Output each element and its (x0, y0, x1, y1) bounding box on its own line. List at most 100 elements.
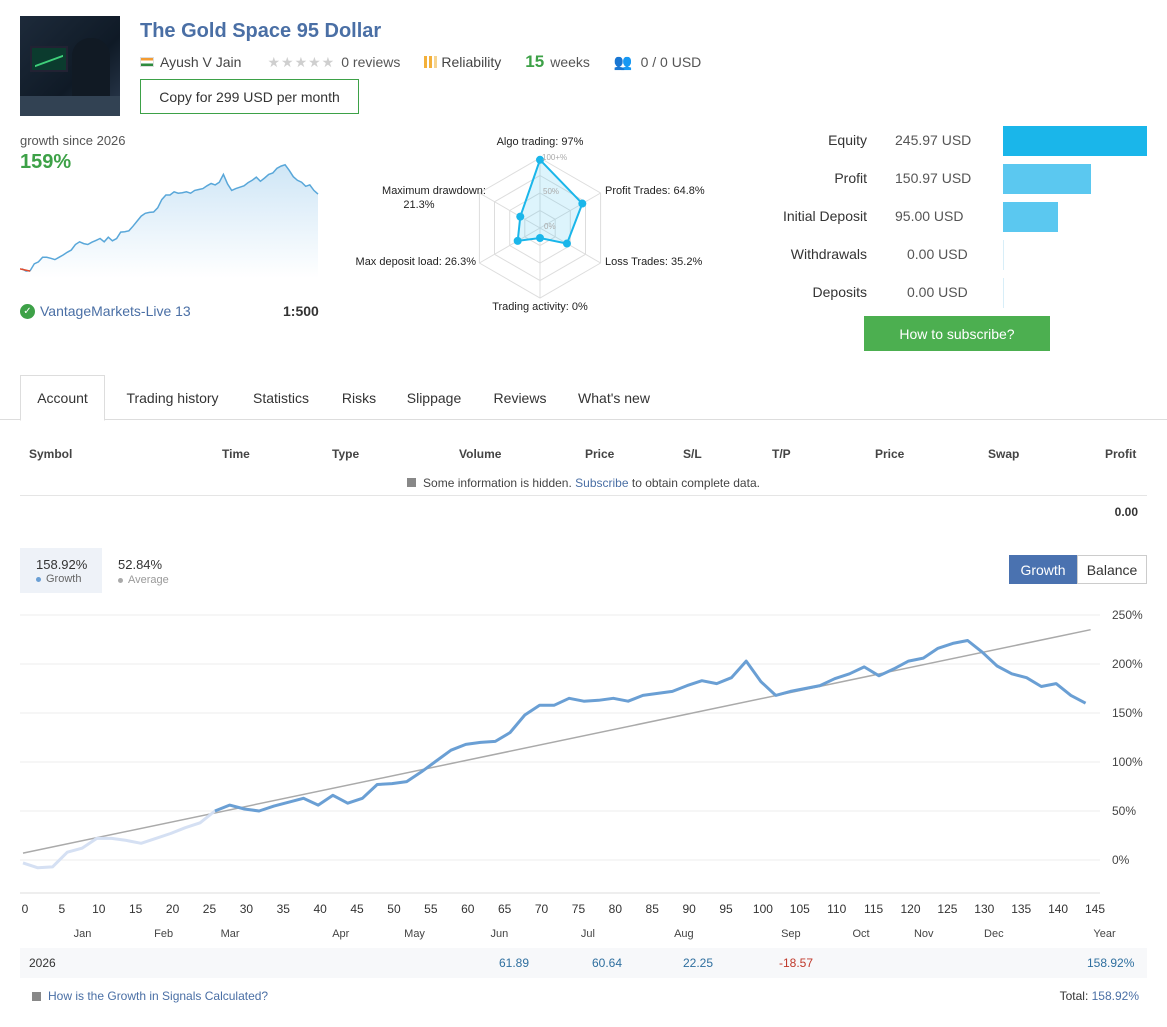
tab-whats-new[interactable]: What's new (578, 389, 650, 406)
month-sep-value: -18.57 (779, 956, 814, 970)
total-value: 158.92% (1091, 989, 1139, 1003)
growth-calculation-link[interactable]: How is the Growth in Signals Calculated? (32, 989, 268, 1003)
x-tick-label: 75 (572, 902, 586, 916)
year-label: 2026 (29, 956, 56, 970)
radar-point (536, 234, 544, 242)
reliability-label: Reliability (441, 54, 502, 70)
x-tick-label: 120 (901, 902, 921, 916)
column-profit: Profit (1105, 447, 1137, 461)
tab-risks[interactable]: Risks (341, 389, 377, 406)
legend-growth[interactable]: 158.92% Growth (20, 548, 102, 593)
radar-label-activity: Trading activity: 0% (492, 301, 588, 313)
legend-growth-sub: Growth (36, 573, 81, 585)
x-tick-label: 110 (827, 902, 846, 916)
stat-value-initial-deposit: 95.00 USD (895, 208, 964, 224)
x-tick-label: 95 (719, 902, 733, 916)
month-label: Jan (74, 928, 92, 940)
tab-reviews[interactable]: Reviews (493, 389, 547, 406)
x-tick-label: 60 (461, 902, 475, 916)
radar-shape (516, 157, 584, 245)
stat-bar-withdrawals (1003, 240, 1004, 270)
legend-growth-label: Growth (46, 573, 82, 585)
author-name[interactable]: Ayush V Jain (160, 54, 242, 70)
radar-point (578, 199, 587, 208)
x-tick-label: 25 (203, 902, 217, 916)
leverage: 1:500 (283, 303, 319, 319)
month-label: Sep (781, 928, 801, 940)
growth-dot-icon (36, 576, 41, 582)
month-label: Dec (984, 928, 1004, 940)
total-growth: Total: 158.92% (1000, 989, 1139, 1003)
rating-stars-icon: ★★★★★ (267, 53, 336, 70)
column-type: Type (332, 447, 360, 461)
growth-calculation-text: How is the Growth in Signals Calculated? (48, 989, 269, 1003)
stat-label-deposits: Deposits (812, 284, 867, 300)
mini-growth-chart (20, 163, 319, 278)
x-tick-label: 55 (424, 902, 438, 916)
y-tick-label: 250% (1112, 608, 1143, 622)
x-tick-label: 85 (646, 902, 660, 916)
tab-statistics[interactable]: Statistics (252, 389, 309, 406)
growth-series-line (214, 639, 1087, 813)
column-volume: Volume (459, 447, 502, 461)
legend-average-label: Average (128, 574, 169, 586)
toggle-growth-button[interactable]: Growth (1009, 555, 1077, 584)
x-tick-label: 0 (22, 902, 29, 916)
weeks-label: weeks (550, 54, 590, 70)
copy-subscribe-button[interactable]: Copy for 299 USD per month (140, 79, 359, 114)
legend-growth-value: 158.92% (36, 557, 88, 572)
growth-percent: 159% (20, 151, 72, 173)
radar-label-profit: Profit Trades: 64.8% (605, 185, 705, 197)
tab-account[interactable]: Account (20, 375, 105, 421)
how-to-subscribe-button[interactable]: How to subscribe? (864, 316, 1050, 351)
broker-server[interactable]: ✓ VantageMarkets-Live 13 (20, 303, 191, 319)
y-tick-label: 200% (1112, 657, 1143, 671)
x-tick-label: 20 (166, 902, 180, 916)
stat-value-equity: 245.97 USD (895, 132, 972, 148)
month-label: Year (1093, 928, 1116, 940)
radar-point (562, 239, 571, 248)
weeks-count: 15 (525, 52, 545, 71)
month-label: Apr (332, 928, 349, 940)
column-sl: S/L (683, 447, 702, 461)
year-summary-row (20, 948, 1147, 978)
column-symbol: Symbol (29, 447, 73, 461)
india-flag-icon (140, 57, 154, 67)
x-tick-label: 130 (974, 902, 994, 916)
month-jul-value: 60.64 (592, 956, 623, 970)
radar-point (536, 155, 544, 164)
legend-average[interactable]: 52.84% Average (118, 557, 169, 586)
stat-bar-equity (1003, 126, 1147, 156)
growth-series-line-early (22, 809, 216, 870)
x-tick-label: 80 (609, 902, 623, 916)
x-tick-label: 105 (790, 902, 810, 916)
radar-label-drawdown: Maximum drawdown: (382, 185, 486, 197)
month-label: Feb (154, 928, 173, 940)
stat-value-profit: 150.97 USD (895, 170, 972, 186)
month-label: Jul (581, 928, 595, 940)
stat-label-withdrawals: Withdrawals (790, 246, 867, 262)
column-price-open: Price (585, 447, 615, 461)
legend-average-value: 52.84% (118, 557, 163, 572)
x-tick-label: 45 (350, 902, 364, 916)
month-label: May (404, 928, 425, 940)
reviews-count[interactable]: 0 reviews (341, 54, 401, 70)
tab-slippage[interactable]: Slippage (406, 389, 462, 406)
column-time: Time (222, 447, 250, 461)
toggle-balance-button[interactable]: Balance (1077, 555, 1147, 584)
hidden-info-note: Some information is hidden. Subscribe to… (0, 476, 1167, 490)
y-tick-label: 0% (1112, 853, 1130, 867)
x-tick-label: 5 (59, 902, 66, 916)
radar-label-load: Max deposit load: 26.3% (356, 256, 477, 268)
info-square-icon (407, 478, 417, 487)
radar-label-drawdown-value: 21.3% (403, 199, 434, 211)
subscribers-icon: 👥 (613, 54, 633, 71)
x-tick-label: 30 (240, 902, 254, 916)
radar-scale-zero: 0% (544, 222, 556, 231)
column-price-close: Price (875, 447, 905, 461)
tab-trading-history[interactable]: Trading history (126, 389, 219, 406)
subscribers-value: 0 / 0 USD (640, 54, 702, 70)
subscribe-link[interactable]: Subscribe (575, 476, 629, 490)
radar-chart: 100+% 50% 0% Algo trading: 97% Profit Tr… (356, 136, 705, 313)
table-divider (20, 495, 1147, 496)
